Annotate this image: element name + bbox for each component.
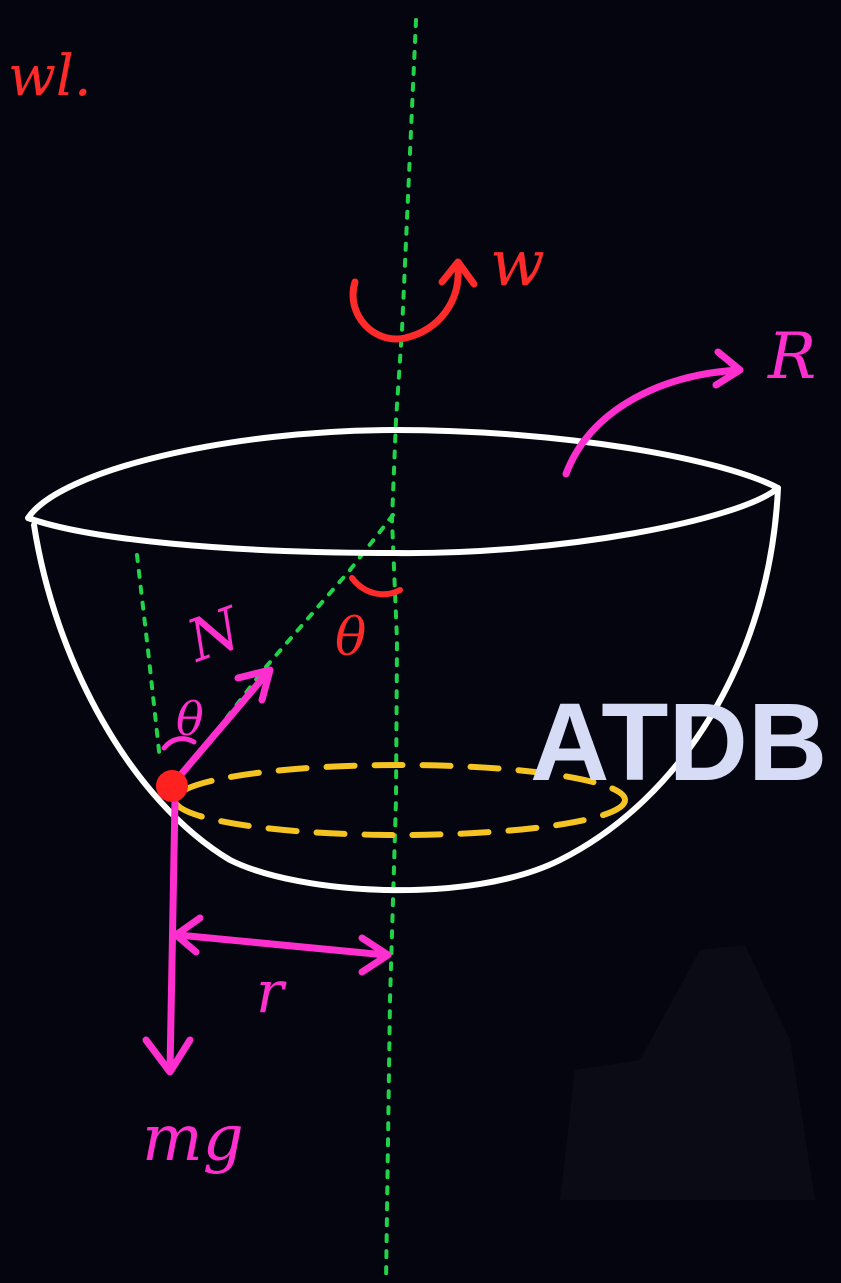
r-distance-label: r (256, 958, 287, 1026)
left-guide-line (135, 553, 162, 762)
omega-arrowhead (438, 258, 478, 288)
weight-label: mg (142, 1102, 244, 1176)
radius-label: R (767, 320, 816, 394)
particle (156, 770, 188, 802)
omega-rotation-arrow (349, 266, 462, 343)
radius-pointer-arrowhead (712, 348, 744, 389)
omega-label: w (490, 227, 545, 301)
watermark-text: ATDB (530, 681, 827, 804)
omega-l-label: wl. (8, 44, 92, 109)
bowl-body (31, 485, 781, 894)
radius-pointer-arrow (562, 366, 742, 478)
circular-path (172, 762, 628, 838)
normal-force-label: N (177, 593, 252, 676)
theta-normal-arc (161, 736, 197, 751)
bowl-rim (25, 427, 781, 557)
weight-arrowhead (142, 1036, 194, 1076)
r-left-arrowhead (172, 914, 204, 956)
r-right-arrowhead (358, 934, 392, 976)
theta-axis-label: θ (335, 608, 366, 668)
normal-force-arrow (174, 668, 272, 782)
watermark-silhouette (560, 945, 815, 1200)
theta-axis-arc (349, 575, 403, 598)
r-distance-arrow (174, 931, 390, 959)
rotation-axis (384, 18, 418, 1283)
theta-normal-label: θ (176, 692, 204, 746)
normal-force-arrowhead (234, 666, 274, 704)
